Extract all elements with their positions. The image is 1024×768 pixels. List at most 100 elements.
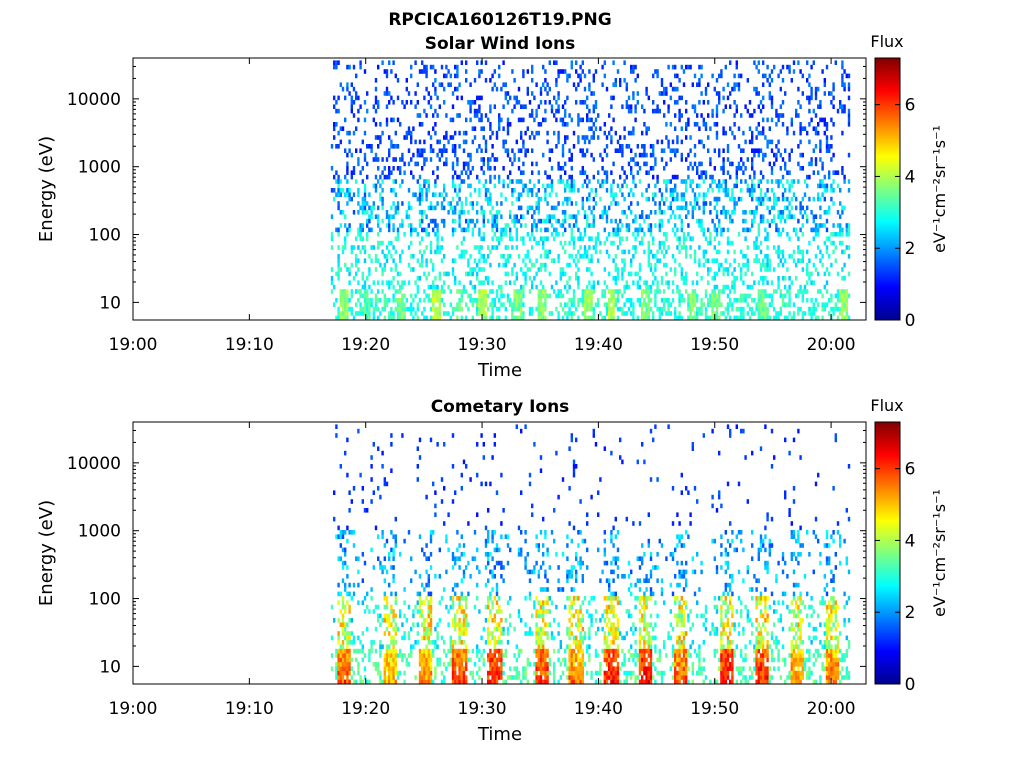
heatmap-cell	[579, 100, 582, 105]
heatmap-cell	[674, 148, 677, 153]
heatmap-cell	[346, 525, 349, 531]
heatmap-cell	[709, 267, 712, 272]
heatmap-cell	[757, 315, 760, 321]
heatmap-cell	[421, 648, 424, 654]
heatmap-cell	[476, 644, 479, 649]
heatmap-cell	[572, 183, 576, 189]
heatmap-cell	[632, 232, 635, 237]
heatmap-cell	[737, 86, 741, 92]
heatmap-cell	[445, 157, 448, 162]
heatmap-cell	[731, 86, 734, 92]
heatmap-cell	[370, 227, 373, 233]
heatmap-cell	[462, 670, 466, 676]
heatmap-cell	[590, 258, 593, 263]
heatmap-cell	[487, 161, 490, 167]
heatmap-cell	[841, 302, 844, 307]
heatmap-cell	[652, 196, 655, 202]
heatmap-cell	[638, 284, 642, 290]
heatmap-cell	[410, 306, 413, 312]
heatmap-cell	[418, 604, 422, 610]
heatmap-cell	[495, 293, 499, 299]
heatmap-cell	[370, 644, 373, 649]
heatmap-cell	[500, 302, 503, 307]
heatmap-cell	[603, 148, 606, 153]
heatmap-cell	[396, 201, 400, 206]
heatmap-cell	[438, 249, 441, 255]
heatmap-cell	[359, 472, 362, 478]
heatmap-cell	[374, 626, 378, 632]
heatmap-cell	[429, 675, 433, 680]
heatmap-cell	[689, 254, 692, 259]
heatmap-cell	[390, 144, 393, 149]
heatmap-cell	[764, 311, 767, 316]
heatmap-cell	[568, 223, 571, 228]
heatmap-cell	[491, 227, 494, 233]
heatmap-cell	[385, 73, 389, 79]
heatmap-cell	[636, 144, 639, 149]
heatmap-cell	[623, 78, 626, 83]
heatmap-cell	[586, 196, 589, 202]
heatmap-cell	[458, 565, 461, 570]
heatmap-cell	[451, 662, 455, 667]
heatmap-cell	[557, 95, 560, 101]
heatmap-cell	[399, 254, 402, 259]
heatmap-cell	[762, 293, 765, 299]
heatmap-cell	[416, 302, 419, 307]
heatmap-cell	[363, 609, 367, 614]
heatmap-cell	[423, 653, 426, 658]
heatmap-cell	[476, 582, 479, 588]
heatmap-cell	[407, 631, 411, 636]
heatmap-cell	[568, 157, 571, 162]
heatmap-cell	[832, 249, 835, 255]
heatmap-cell	[577, 122, 580, 127]
heatmap-cell	[379, 565, 382, 570]
heatmap-cell	[832, 82, 835, 87]
heatmap-cell	[570, 183, 573, 189]
heatmap-cell	[773, 201, 776, 206]
heatmap-cell	[784, 284, 787, 290]
heatmap-cell	[491, 280, 494, 285]
heatmap-cell	[440, 679, 444, 685]
heatmap-cell	[711, 302, 714, 307]
heatmap-cell	[797, 249, 800, 255]
heatmap-cell	[768, 95, 771, 101]
heatmap-cell	[729, 240, 732, 246]
heatmap-cell	[586, 293, 589, 299]
heatmap-cell	[792, 60, 796, 65]
heatmap-cell	[423, 622, 426, 627]
heatmap-cell	[429, 205, 433, 211]
heatmap-cell	[737, 126, 741, 131]
heatmap-cell	[471, 556, 474, 561]
heatmap-cell	[495, 560, 499, 566]
heatmap-cell	[718, 267, 721, 272]
heatmap-cell	[339, 644, 342, 649]
heatmap-cell	[344, 245, 347, 250]
heatmap-cell	[616, 201, 620, 206]
heatmap-cell	[537, 289, 540, 294]
heatmap-cell	[467, 560, 470, 566]
heatmap-cell	[773, 315, 776, 321]
heatmap-cell	[344, 604, 347, 610]
heatmap-cell	[781, 122, 785, 127]
heatmap-cell	[590, 298, 593, 303]
heatmap-cell	[421, 122, 424, 127]
heatmap-cell	[788, 276, 791, 281]
heatmap-cell	[570, 298, 573, 303]
heatmap-cell	[465, 596, 468, 601]
heatmap-cell	[366, 276, 369, 281]
heatmap-cell	[407, 635, 411, 641]
heatmap-cell	[339, 530, 342, 535]
heatmap-cell	[348, 640, 351, 645]
heatmap-cell	[368, 653, 371, 658]
heatmap-cell	[517, 315, 521, 321]
heatmap-cell	[482, 232, 485, 237]
heatmap-cell	[577, 117, 580, 123]
heatmap-cell	[641, 192, 644, 197]
heatmap-cell	[414, 280, 417, 285]
heatmap-cell	[491, 538, 494, 544]
heatmap-cell	[786, 130, 789, 136]
heatmap-cell	[841, 130, 844, 136]
heatmap-cell	[458, 223, 461, 228]
heatmap-cell	[372, 245, 375, 250]
heatmap-cell	[575, 218, 578, 224]
